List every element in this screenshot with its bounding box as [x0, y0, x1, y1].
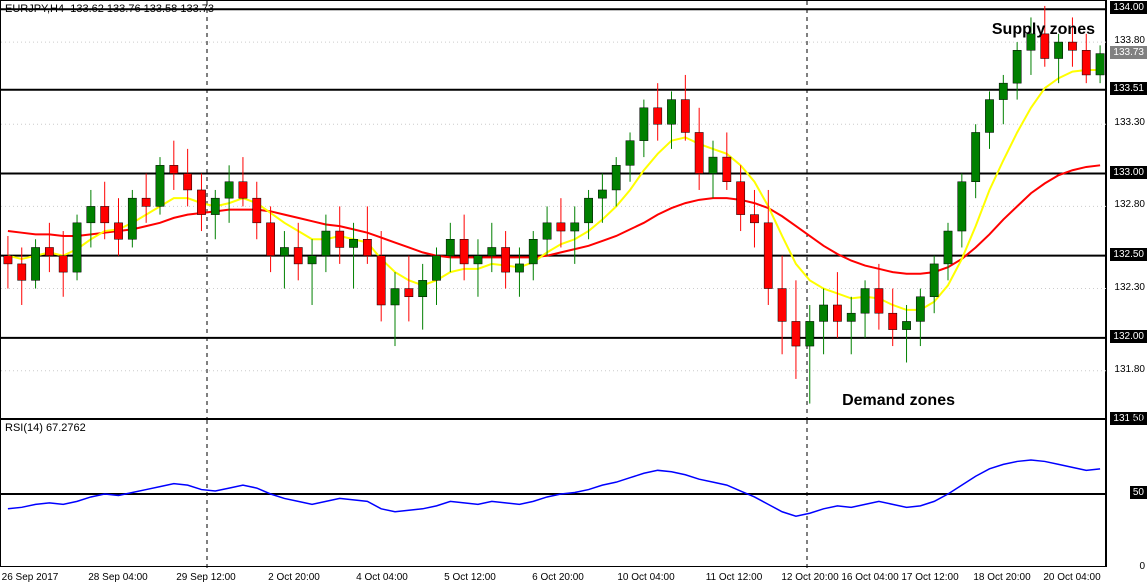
price-level-box: 132.50 [1110, 248, 1147, 261]
price-tick-label: 131.80 [1114, 364, 1145, 375]
time-tick-label: 26 Sep 2017 [2, 572, 59, 583]
time-tick-label: 12 Oct 20:00 [781, 572, 838, 583]
time-tick-label: 20 Oct 04:00 [1043, 572, 1100, 583]
time-tick-label: 29 Sep 12:00 [176, 572, 236, 583]
price-level-box: 132.00 [1110, 330, 1147, 343]
price-tick-label: 133.80 [1114, 35, 1145, 46]
time-tick-label: 28 Sep 04:00 [88, 572, 148, 583]
rsi-tick-label: 0 [1139, 561, 1145, 572]
time-tick-label: 6 Oct 20:00 [532, 572, 584, 583]
price-level-box: 134.00 [1110, 1, 1147, 14]
rsi-tick-label: 100 [1128, 413, 1145, 424]
time-tick-label: 18 Oct 20:00 [973, 572, 1030, 583]
price-level-box: 133.51 [1110, 82, 1147, 95]
time-tick-label: 2 Oct 20:00 [268, 572, 320, 583]
price-tick-label: 132.30 [1114, 282, 1145, 293]
time-tick-label: 11 Oct 12:00 [706, 572, 763, 583]
price-chart-panel[interactable]: EURJPY,H4 133.62 133.76 133.58 133.73 Su… [0, 0, 1106, 419]
price-tick-label: 132.80 [1114, 199, 1145, 210]
y-axis: 131.80 132.30 132.80 133.30 133.80 134.00 133.… [1106, 0, 1147, 567]
rsi-mid-box: 50 [1130, 486, 1147, 499]
current-price-box: 133.73 [1110, 46, 1147, 59]
time-axis: 26 Sep 2017 28 Sep 04:00 29 Sep 12:00 2 Oct… [0, 567, 1106, 585]
time-tick-label: 5 Oct 12:00 [444, 572, 496, 583]
time-tick-label: 17 Oct 12:00 [901, 572, 958, 583]
demand-zones-label: Demand zones [842, 392, 955, 410]
time-tick-label: 10 Oct 04:00 [617, 572, 674, 583]
price-tick-label: 133.30 [1114, 117, 1145, 128]
rsi-plot [1, 420, 1107, 568]
rsi-panel[interactable]: RSI(14) 67.2762 [0, 419, 1106, 567]
time-tick-label: 4 Oct 04:00 [356, 572, 408, 583]
supply-zones-label: Supply zones [992, 21, 1095, 39]
price-level-box: 133.00 [1110, 166, 1147, 179]
price-plot [1, 1, 1107, 420]
time-tick-label: 16 Oct 04:00 [841, 572, 898, 583]
